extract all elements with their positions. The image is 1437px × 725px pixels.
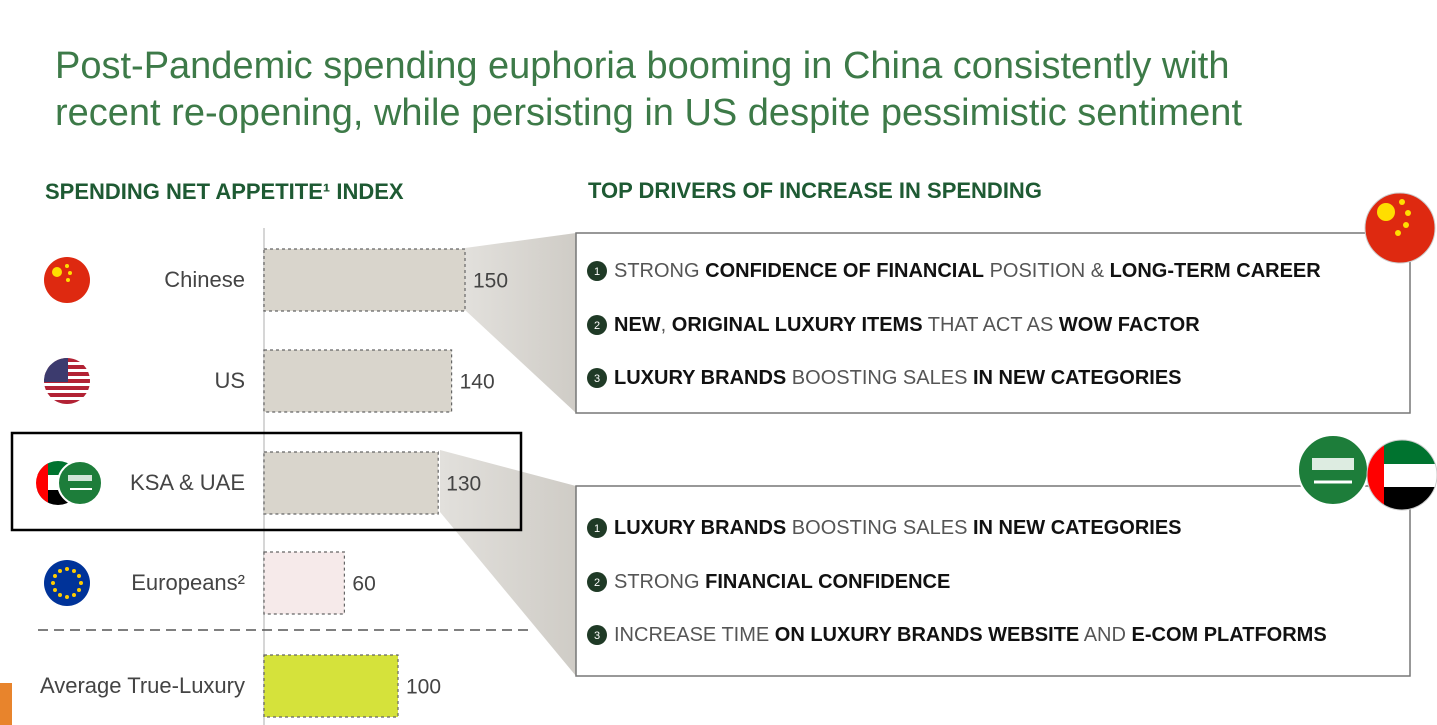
bar-value-label: 130 xyxy=(446,473,481,496)
bullet xyxy=(587,625,607,645)
driver-text: BOOSTING SALES xyxy=(786,367,973,389)
bar xyxy=(263,451,439,515)
category-label: US xyxy=(214,368,245,393)
driver-emphasis: IN NEW CATEGORIES xyxy=(973,367,1182,389)
chart-title: SPENDING NET APPETITE¹ INDEX xyxy=(45,179,404,204)
driver-item: STRONG CONFIDENCE OF FINANCIAL POSITION … xyxy=(614,260,1321,282)
driver-emphasis: LONG-TERM CAREER xyxy=(1110,260,1322,282)
driver-box xyxy=(575,485,1411,677)
bar xyxy=(263,349,453,413)
driver-item: LUXURY BRANDS BOOSTING SALES IN NEW CATE… xyxy=(614,367,1182,389)
flag-china xyxy=(44,257,90,303)
bullet xyxy=(587,518,607,538)
driver-text: BOOSTING SALES xyxy=(786,517,973,539)
driver-emphasis: LUXURY BRANDS xyxy=(614,517,786,539)
driver-text: STRONG xyxy=(614,571,705,593)
driver-text: STRONG xyxy=(614,260,705,282)
driver-text: THAT ACT AS xyxy=(923,314,1059,336)
flag-ksa-script xyxy=(68,475,92,481)
bullet xyxy=(587,261,607,281)
driver-emphasis: FINANCIAL CONFIDENCE xyxy=(705,571,950,593)
bullet xyxy=(587,315,607,335)
driver-emphasis: E-COM PLATFORMS xyxy=(1132,624,1327,646)
driver-text: , xyxy=(661,314,672,336)
section-title: TOP DRIVERS OF INCREASE IN SPENDING xyxy=(588,178,1042,203)
driver-text: POSITION & xyxy=(984,260,1110,282)
flag-china-stars xyxy=(1377,199,1411,236)
corner-accent xyxy=(0,683,12,725)
driver-emphasis: LUXURY BRANDS xyxy=(614,367,786,389)
bar-value-label: 100 xyxy=(406,676,441,699)
category-label: Europeans² xyxy=(131,570,245,595)
driver-emphasis: WOW FACTOR xyxy=(1059,314,1200,336)
flag-eu xyxy=(44,560,90,606)
bullet-number: 2 xyxy=(594,577,600,589)
category-label: Chinese xyxy=(164,267,245,292)
connector xyxy=(465,233,576,413)
flag-ksa-script xyxy=(1312,458,1354,470)
bullet-number: 3 xyxy=(594,373,600,385)
bullet xyxy=(587,368,607,388)
bullet-number: 2 xyxy=(594,320,600,332)
bar-chart: 150 Chinese 140 US 130 KSA & UAE 60 Europeans² 1… xyxy=(10,248,523,718)
driver-box xyxy=(575,232,1411,414)
bullet xyxy=(587,572,607,592)
driver-emphasis: ORIGINAL LUXURY ITEMS xyxy=(672,314,923,336)
bar xyxy=(263,654,399,718)
driver-item: STRONG FINANCIAL CONFIDENCE xyxy=(614,571,950,593)
highlight-box xyxy=(10,431,523,532)
category-label: KSA & UAE xyxy=(130,470,245,495)
bar-value-label: 140 xyxy=(460,371,495,394)
slide-title: Post-Pandemic spending euphoria booming … xyxy=(55,45,1229,87)
connector xyxy=(440,450,576,676)
slide-title: recent re-opening, while persisting in U… xyxy=(55,92,1242,134)
driver-emphasis: IN NEW CATEGORIES xyxy=(973,517,1182,539)
bullet-number: 3 xyxy=(594,630,600,642)
bar xyxy=(263,248,466,312)
driver-emphasis: CONFIDENCE OF FINANCIAL xyxy=(705,260,984,282)
driver-item: INCREASE TIME ON LUXURY BRANDS WEBSITE A… xyxy=(614,624,1327,646)
driver-emphasis: ON LUXURY BRANDS WEBSITE xyxy=(775,624,1079,646)
bar-value-label: 150 xyxy=(473,270,508,293)
flag-ksa xyxy=(57,460,103,506)
bullet-number: 1 xyxy=(594,266,600,278)
driver-lists: 1 STRONG CONFIDENCE OF FINANCIAL POSITION… xyxy=(587,260,1327,646)
driver-item: NEW, ORIGINAL LUXURY ITEMS THAT ACT AS W… xyxy=(614,314,1200,336)
bar xyxy=(263,551,346,615)
driver-item: LUXURY BRANDS BOOSTING SALES IN NEW CATE… xyxy=(614,517,1182,539)
flag-us xyxy=(44,358,90,404)
driver-text: AND xyxy=(1079,624,1131,646)
bullet-number: 1 xyxy=(594,523,600,535)
flag-eu-stars xyxy=(51,567,83,599)
bar-value-label: 60 xyxy=(352,573,375,596)
driver-emphasis: NEW xyxy=(614,314,661,336)
driver-text: INCREASE TIME xyxy=(614,624,775,646)
category-label: Average True-Luxury xyxy=(40,673,245,698)
flag-outline xyxy=(1366,439,1437,511)
